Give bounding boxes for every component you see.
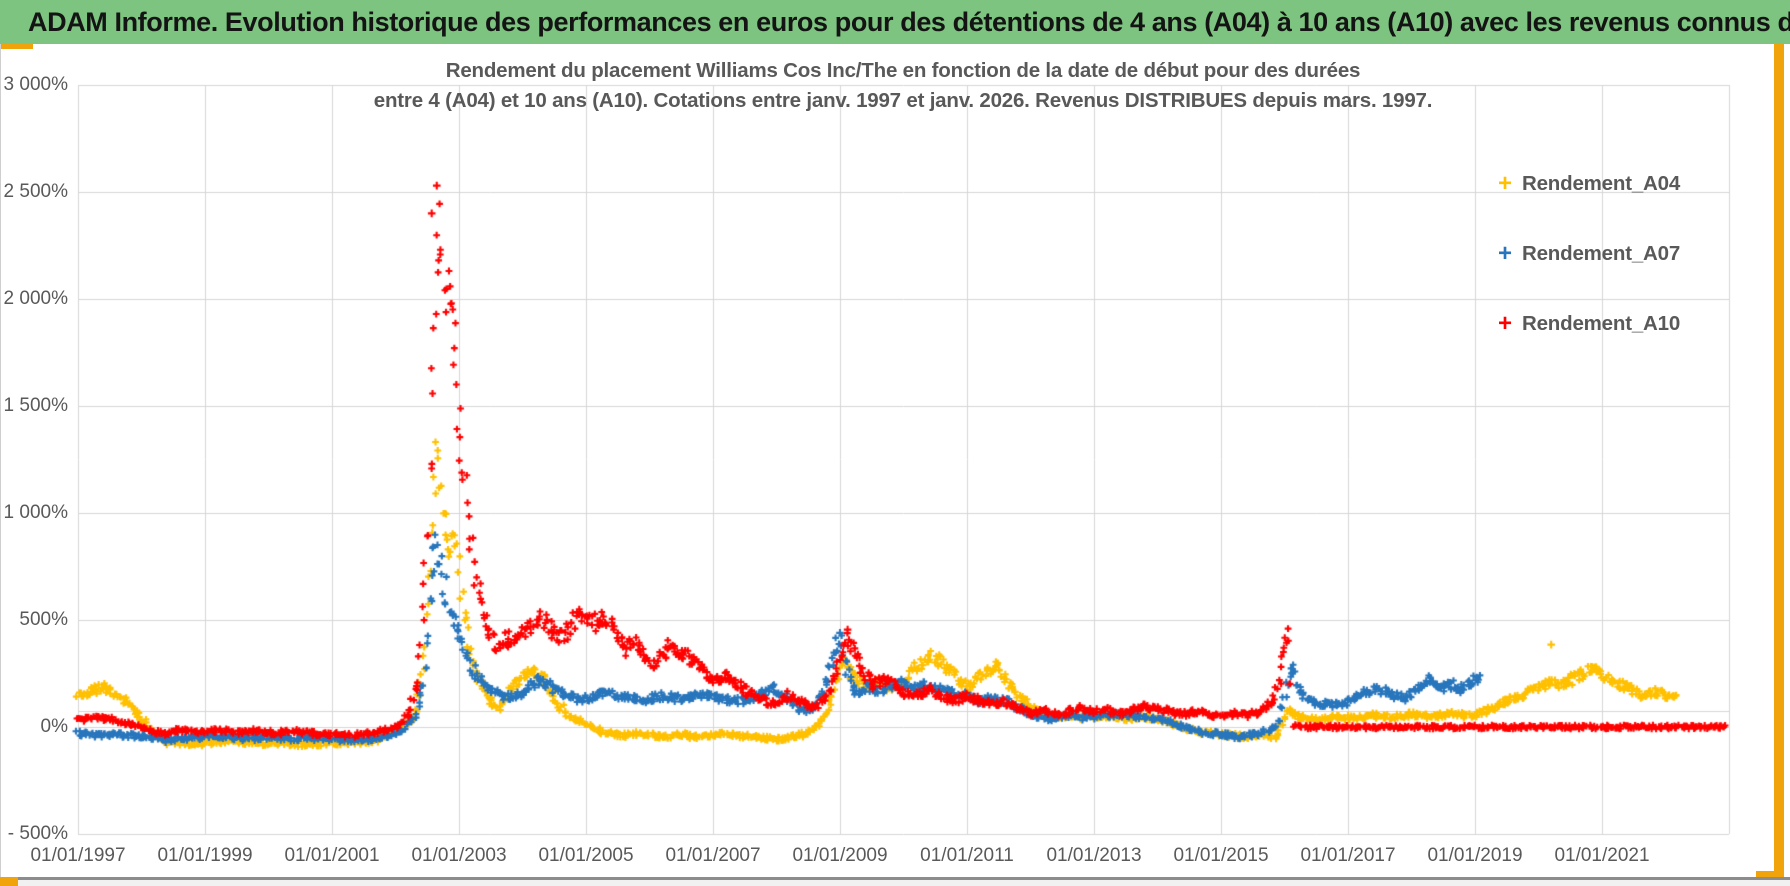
x-tick-label: 01/01/2013 [1046,845,1142,866]
legend-item-rendement-a07[interactable]: + Rendement_A07 [1498,238,1688,270]
y-tick-label: 2 000% [3,288,68,309]
x-tick-label: 01/01/2017 [1300,845,1396,866]
x-tick-label: 01/01/2007 [665,845,761,866]
legend-item-rendement-a10[interactable]: + Rendement_A10 [1498,308,1688,340]
x-tick-label: 01/01/2009 [792,845,888,866]
legend-label: Rendement_A10 [1522,312,1681,335]
selection-border-right [1774,44,1784,879]
y-tick-label: 1 500% [3,395,68,416]
y-tick-label: 500% [19,609,68,630]
plus-marker-icon: + [1498,240,1513,267]
x-tick-label: 01/01/1999 [157,845,253,866]
chart-title-line2: entre 4 (A04) et 10 ans (A10). Cotations… [373,89,1433,112]
x-tick-label: 01/01/1997 [30,845,126,866]
legend-label: Rendement_A07 [1522,242,1681,265]
y-tick-label: - 500% [7,823,68,844]
y-tick-label: 1 000% [3,502,68,523]
y-tick-label: 0% [40,716,68,737]
chart-title-line1: Rendement du placement Williams Cos Inc/… [445,59,1361,82]
plus-marker-icon: + [1498,310,1513,337]
plus-marker-icon: + [1498,170,1513,197]
selection-border-bottom-left [0,877,18,886]
x-tick-label: 01/01/2019 [1427,845,1523,866]
x-tick-label: 01/01/2021 [1554,845,1650,866]
chart-legend: + Rendement_A04 + Rendement_A07 + Rendem… [1498,168,1688,378]
selection-border-corner [1756,871,1784,880]
chart-title: Rendement du placement Williams Cos Inc/… [78,56,1728,116]
x-tick-label: 01/01/2003 [411,845,507,866]
window-bottom-strip [0,877,1790,886]
x-tick-label: 01/01/2005 [538,845,634,866]
legend-label: Rendement_A04 [1522,172,1681,195]
y-tick-label: 3 000% [3,74,68,95]
y-tick-label: 2 500% [3,181,68,202]
x-tick-label: 01/01/2015 [1173,845,1269,866]
x-tick-label: 01/01/2011 [920,845,1014,866]
legend-item-rendement-a04[interactable]: + Rendement_A04 [1498,168,1688,200]
x-tick-label: 01/01/2001 [284,845,380,866]
